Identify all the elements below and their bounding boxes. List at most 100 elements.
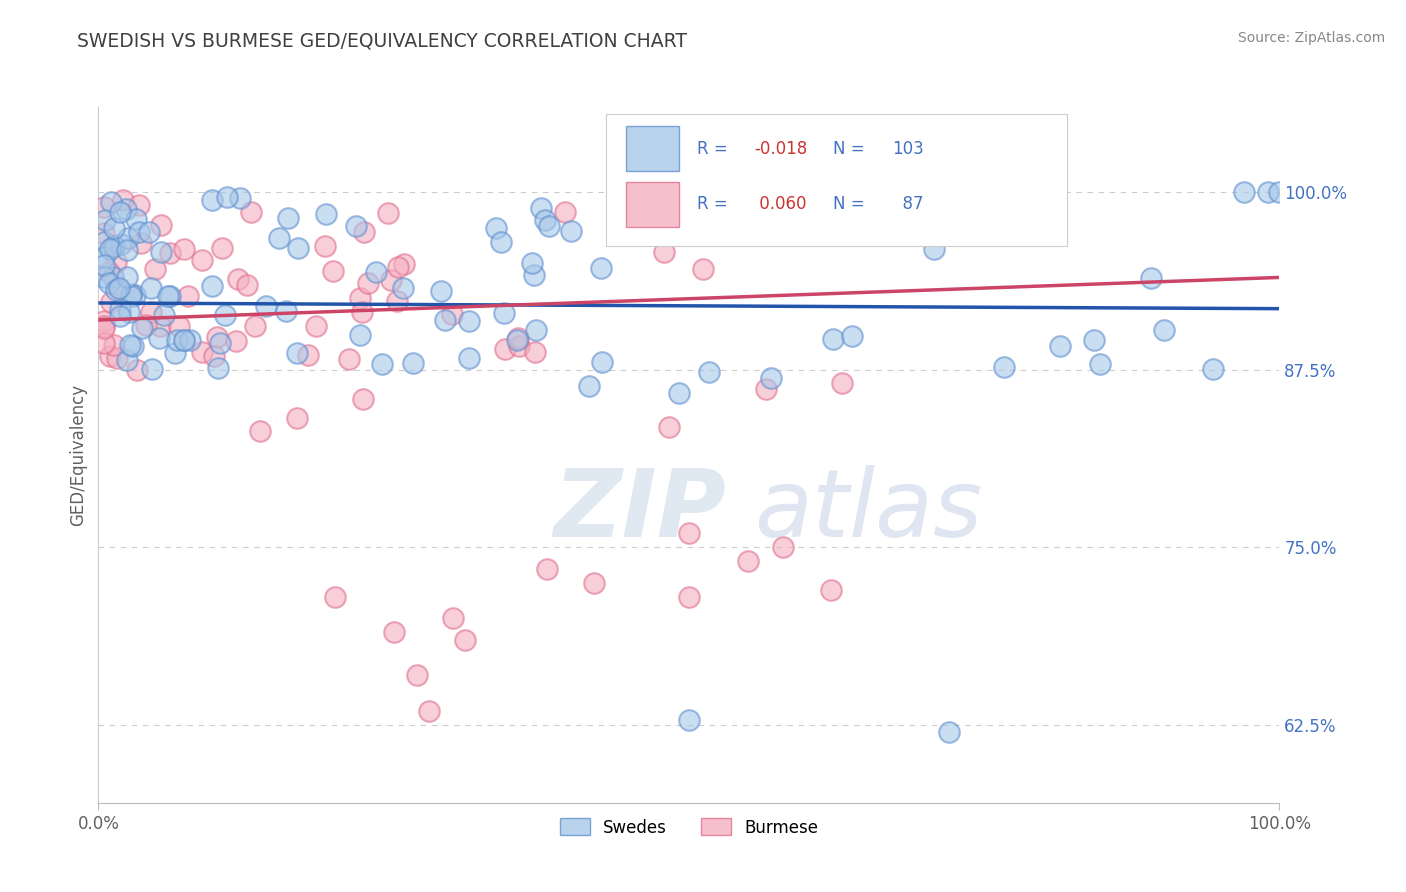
Point <box>591 260 613 275</box>
Point <box>108 310 131 324</box>
Text: -0.018: -0.018 <box>754 140 807 158</box>
Point <box>537 219 560 234</box>
Point <box>287 241 309 255</box>
Point <box>668 386 690 401</box>
Point <box>165 346 187 360</box>
Point <box>139 280 162 294</box>
Point <box>430 285 453 299</box>
Point <box>93 313 115 327</box>
Point <box>697 365 720 379</box>
Point <box>107 281 129 295</box>
Point <box>100 295 122 310</box>
Point <box>1088 358 1111 372</box>
Point <box>366 265 388 279</box>
Point <box>315 207 337 221</box>
Point <box>352 392 374 407</box>
Point <box>94 213 117 227</box>
Point <box>678 590 700 604</box>
Point <box>190 253 212 268</box>
Text: Source: ZipAtlas.com: Source: ZipAtlas.com <box>1237 31 1385 45</box>
Point <box>118 305 141 319</box>
Point <box>492 306 515 320</box>
Point <box>402 356 425 370</box>
FancyBboxPatch shape <box>626 126 679 171</box>
Point <box>166 333 188 347</box>
Point <box>322 264 344 278</box>
Point <box>382 625 405 640</box>
Point <box>243 318 266 333</box>
Point <box>236 277 259 292</box>
Point <box>494 342 516 356</box>
Point <box>523 268 546 283</box>
Point <box>371 357 394 371</box>
Point <box>201 279 224 293</box>
Point <box>153 308 176 322</box>
Point <box>149 219 172 233</box>
Point <box>1083 333 1105 347</box>
Point <box>98 242 121 256</box>
Point <box>678 526 700 541</box>
Point <box>103 269 125 284</box>
Point <box>823 332 845 346</box>
Point <box>658 420 681 434</box>
FancyBboxPatch shape <box>606 114 1067 246</box>
Point <box>508 339 530 353</box>
Point <box>506 333 529 347</box>
Point <box>125 212 148 227</box>
Point <box>534 212 557 227</box>
Point <box>287 346 309 360</box>
Text: N =: N = <box>832 195 870 213</box>
Point <box>173 242 195 256</box>
Point <box>349 327 371 342</box>
Point <box>110 236 132 251</box>
Point <box>352 305 374 319</box>
Point <box>120 289 142 303</box>
Text: ZIP: ZIP <box>553 465 725 557</box>
Point <box>229 191 252 205</box>
Point <box>578 379 600 393</box>
Point <box>820 582 842 597</box>
Point <box>433 312 456 326</box>
Point <box>211 241 233 255</box>
Point <box>101 239 124 253</box>
Point <box>93 320 115 334</box>
Point <box>93 250 115 264</box>
Text: SWEDISH VS BURMESE GED/EQUIVALENCY CORRELATION CHART: SWEDISH VS BURMESE GED/EQUIVALENCY CORRE… <box>77 31 688 50</box>
Point <box>349 291 371 305</box>
Point <box>105 351 128 365</box>
Point <box>254 299 277 313</box>
Point <box>103 338 125 352</box>
Point <box>385 293 408 308</box>
Point <box>1140 270 1163 285</box>
Point <box>122 339 145 353</box>
Point <box>129 236 152 251</box>
Text: N =: N = <box>832 140 870 158</box>
Point <box>93 200 115 214</box>
Point <box>226 272 249 286</box>
Point <box>591 355 613 369</box>
Point <box>440 307 463 321</box>
Point <box>692 261 714 276</box>
Text: 103: 103 <box>891 140 924 158</box>
Point <box>1202 361 1225 376</box>
Point <box>120 287 142 301</box>
Point <box>110 205 132 219</box>
Point <box>138 225 160 239</box>
Point <box>337 352 360 367</box>
Point <box>554 204 576 219</box>
Point <box>1268 186 1291 200</box>
Point <box>441 611 464 625</box>
Point <box>215 189 238 203</box>
Point <box>457 351 479 366</box>
Legend: Swedes, Burmese: Swedes, Burmese <box>554 812 824 843</box>
Point <box>353 225 375 239</box>
Point <box>190 345 212 359</box>
Point <box>209 336 232 351</box>
Point <box>179 333 201 347</box>
Point <box>201 193 224 207</box>
Point <box>100 194 122 209</box>
Point <box>214 308 236 322</box>
Point <box>240 205 263 219</box>
Point <box>93 319 115 334</box>
Point <box>938 724 960 739</box>
